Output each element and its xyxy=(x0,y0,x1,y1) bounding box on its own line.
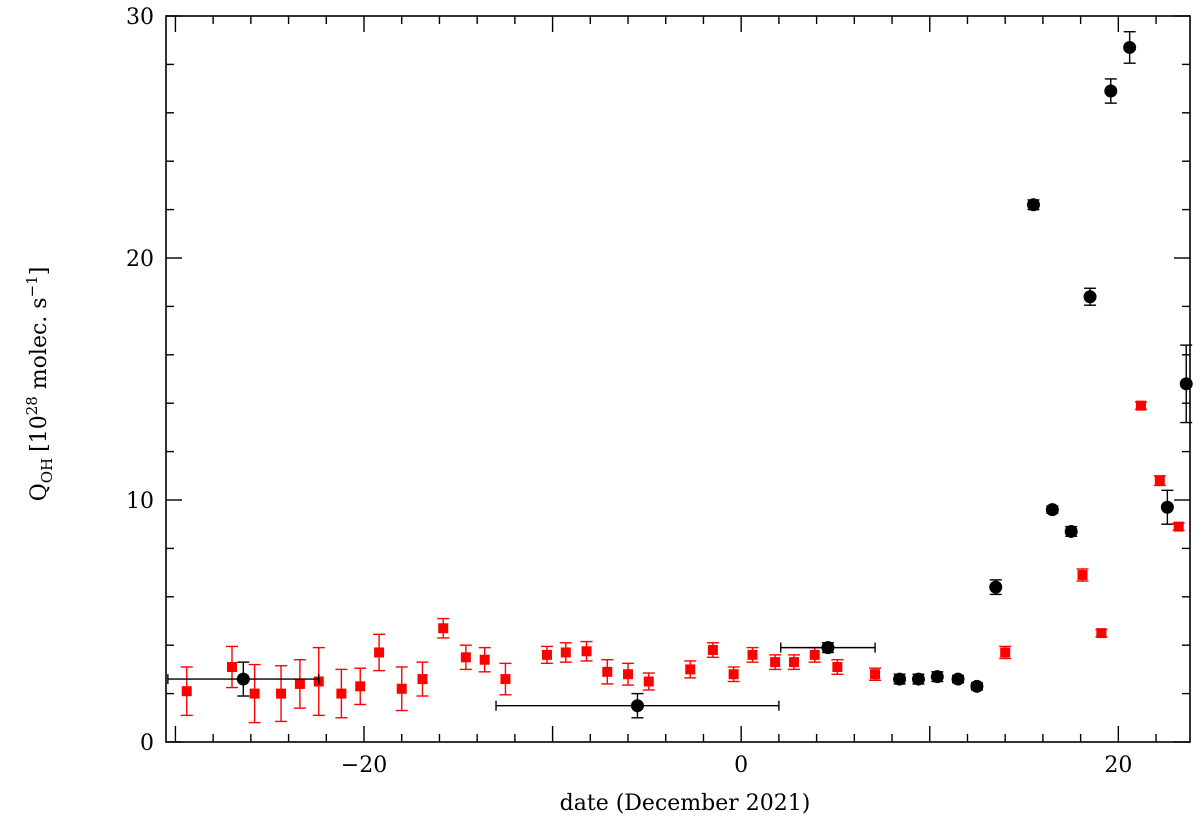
svg-text:QOH[1028 molec. s−1]: QOH [1028 molec. s−1] xyxy=(23,267,56,502)
data-point-square xyxy=(707,645,718,656)
data-point-square xyxy=(832,661,843,672)
data-point-square xyxy=(355,681,366,692)
data-point-square xyxy=(560,647,571,658)
plot-frame xyxy=(165,15,1191,743)
y-tick-label: 20 xyxy=(126,247,154,272)
data-point-square xyxy=(809,649,820,660)
y-label-unit: [10 xyxy=(27,415,52,452)
data-point-square xyxy=(541,649,552,660)
data-point-circle xyxy=(893,672,907,686)
data-point-square xyxy=(1000,647,1011,658)
axis-ticks xyxy=(166,15,1190,743)
data-point-square xyxy=(500,674,511,685)
series-red-squares xyxy=(180,400,1185,724)
data-point-square xyxy=(460,652,471,663)
y-tick-label: 10 xyxy=(126,489,154,514)
data-point-square xyxy=(227,661,238,672)
x-axis-label: date (December 2021) xyxy=(560,791,811,816)
data-point-circle xyxy=(630,699,644,713)
data-point-square xyxy=(438,623,449,634)
y-tick-label: 30 xyxy=(126,5,154,30)
data-point-square xyxy=(728,669,739,680)
data-point-square xyxy=(602,666,613,677)
x-tick-label: 0 xyxy=(734,753,748,778)
data-point-circle xyxy=(911,672,925,686)
data-point-square xyxy=(417,674,428,685)
data-point-circle xyxy=(1179,377,1193,391)
y-label-sub: OH xyxy=(38,458,56,483)
data-point-square xyxy=(1096,628,1107,639)
data-point-square xyxy=(249,688,260,699)
data-point-circle xyxy=(970,679,984,693)
y-label-exp2: −1 xyxy=(23,275,41,297)
axis-tick-labels: −20 0 20 0 10 20 30 xyxy=(126,5,1132,778)
data-point-square xyxy=(770,657,781,668)
data-point-square xyxy=(294,678,305,689)
series-black-circles xyxy=(167,31,1193,719)
data-point-circle xyxy=(1160,500,1174,514)
data-point-square xyxy=(336,688,347,699)
data-point-circle xyxy=(1083,290,1097,304)
data-point-square xyxy=(1154,475,1165,486)
data-point-square xyxy=(1077,570,1088,581)
data-point-circle xyxy=(1123,40,1137,54)
data-point-square xyxy=(181,686,192,697)
data-point-square xyxy=(788,657,799,668)
data-point-circle xyxy=(951,672,965,686)
y-tick-label: 0 xyxy=(140,731,154,756)
data-point-square xyxy=(1135,400,1146,411)
data-point-square xyxy=(374,647,385,658)
data-point-circle xyxy=(821,641,835,655)
x-tick-label: 20 xyxy=(1104,753,1132,778)
data-point-square xyxy=(479,654,490,665)
data-point-square xyxy=(1173,521,1184,532)
y-axis-label: QOH [1028 molec. s−1] xyxy=(23,267,56,502)
data-point-circle xyxy=(1026,198,1040,212)
data-point-circle xyxy=(1045,503,1059,517)
data-point-circle xyxy=(1064,524,1078,538)
data-point-square xyxy=(643,676,654,687)
data-point-square xyxy=(870,669,881,680)
data-point-square xyxy=(747,649,758,660)
data-point-circle xyxy=(989,580,1003,594)
data-point-square xyxy=(396,683,407,694)
y-label-close: ] xyxy=(27,267,52,276)
data-point-circle xyxy=(930,670,944,684)
data-point-square xyxy=(581,646,592,657)
data-point-circle xyxy=(1104,84,1118,98)
x-tick-label: −20 xyxy=(341,753,387,778)
y-label-exp1: 28 xyxy=(23,396,41,415)
data-point-square xyxy=(276,688,287,699)
data-point-circle xyxy=(236,672,250,686)
y-label-q: Q xyxy=(27,483,52,501)
data-point-square xyxy=(685,664,696,675)
y-label-unit2: molec. s xyxy=(27,297,52,396)
data-point-square xyxy=(623,669,634,680)
